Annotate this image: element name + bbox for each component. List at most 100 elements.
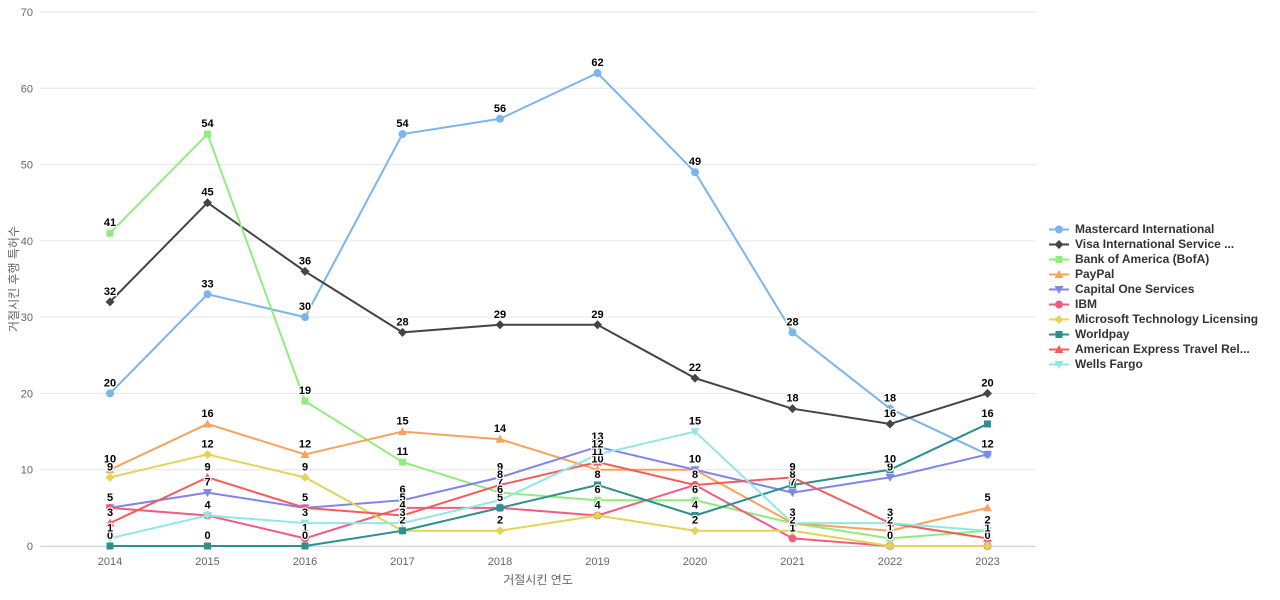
data-point-marker[interactable] (203, 449, 212, 459)
data-point-marker[interactable] (593, 320, 602, 330)
data-point-marker[interactable] (495, 473, 505, 482)
data-point-marker[interactable] (690, 526, 700, 536)
series-line[interactable] (109, 72, 989, 456)
data-point-marker[interactable] (204, 542, 211, 550)
data-point-marker[interactable] (691, 511, 699, 519)
data-point-marker[interactable] (983, 503, 992, 512)
data-point-marker[interactable] (788, 534, 797, 543)
data-point-marker[interactable] (105, 472, 115, 482)
data-point-marker[interactable] (496, 489, 504, 497)
data-point-marker[interactable] (593, 443, 602, 452)
data-point-marker[interactable] (398, 427, 407, 436)
data-point-marker[interactable] (398, 130, 407, 139)
data-point-marker[interactable] (886, 466, 894, 474)
data-point-marker[interactable] (398, 510, 407, 519)
data-point-marker[interactable] (983, 388, 992, 398)
series-visa-international-service[interactable] (105, 198, 993, 429)
data-point-marker[interactable] (885, 541, 895, 551)
series-line[interactable] (109, 461, 989, 540)
data-point-marker[interactable] (204, 130, 211, 138)
series-line[interactable] (109, 201, 989, 425)
data-point-marker[interactable] (984, 420, 991, 428)
data-point-marker[interactable] (105, 465, 115, 474)
data-point-marker[interactable] (300, 266, 310, 276)
legend-item-bank-of-america-bofa[interactable]: Bank of America (BofA) (1048, 252, 1258, 267)
data-point-marker[interactable] (885, 526, 895, 535)
legend-item-capital-one-services[interactable]: Capital One Services (1048, 282, 1258, 297)
data-point-marker[interactable] (593, 69, 602, 78)
data-point-marker[interactable] (691, 496, 699, 504)
data-point-marker[interactable] (301, 397, 309, 405)
legend-item-american-express-travel-rel[interactable]: American Express Travel Rel... (1048, 342, 1258, 357)
data-point-marker[interactable] (105, 518, 115, 527)
data-point-marker[interactable] (398, 519, 407, 528)
data-point-marker[interactable] (495, 480, 505, 489)
data-point-marker[interactable] (398, 496, 407, 505)
data-point-marker[interactable] (203, 198, 212, 208)
data-point-marker[interactable] (594, 481, 601, 489)
data-point-marker[interactable] (106, 503, 114, 512)
data-point-marker[interactable] (593, 450, 602, 459)
series-line[interactable] (109, 453, 989, 547)
data-point-marker[interactable] (885, 473, 895, 482)
data-point-marker[interactable] (885, 519, 895, 528)
data-point-marker[interactable] (495, 526, 505, 536)
data-point-marker[interactable] (691, 168, 699, 177)
data-point-marker[interactable] (788, 519, 797, 528)
data-point-marker[interactable] (203, 419, 212, 428)
legend-item-wells-fargo[interactable]: Wells Fargo (1048, 357, 1258, 372)
data-point-marker[interactable] (300, 503, 310, 512)
data-point-marker[interactable] (690, 373, 700, 383)
data-point-marker[interactable] (593, 457, 602, 466)
data-point-marker[interactable] (983, 450, 992, 459)
data-point-marker[interactable] (983, 541, 992, 551)
data-point-marker[interactable] (301, 542, 309, 550)
data-point-marker[interactable] (495, 434, 505, 443)
data-point-marker[interactable] (690, 428, 700, 437)
data-point-marker[interactable] (105, 297, 115, 307)
legend-item-microsoft-technology-licensing[interactable]: Microsoft Technology Licensing (1048, 312, 1258, 327)
data-point-marker[interactable] (495, 496, 505, 505)
data-point-marker[interactable] (301, 313, 309, 322)
data-point-marker[interactable] (496, 504, 504, 512)
series-microsoft-technology-licensing[interactable] (105, 449, 993, 551)
data-point-marker[interactable] (398, 503, 407, 512)
data-point-marker[interactable] (495, 320, 505, 330)
data-point-marker[interactable] (593, 510, 602, 520)
series-line[interactable] (109, 430, 989, 540)
data-point-marker[interactable] (399, 458, 406, 466)
data-point-marker[interactable] (594, 496, 601, 504)
data-point-marker[interactable] (203, 489, 212, 498)
data-point-marker[interactable] (593, 465, 602, 474)
data-point-marker[interactable] (203, 290, 212, 299)
data-point-marker[interactable] (886, 404, 894, 413)
data-point-marker[interactable] (203, 511, 212, 520)
series-wells-fargo[interactable] (105, 428, 993, 543)
data-point-marker[interactable] (983, 527, 992, 536)
legend-item-worldpay[interactable]: Worldpay (1048, 327, 1258, 342)
series-bank-of-america-bofa[interactable] (106, 130, 992, 542)
data-point-marker[interactable] (300, 472, 310, 482)
series-line[interactable] (109, 483, 989, 547)
data-point-marker[interactable] (788, 472, 797, 481)
series-american-express-travel-rel[interactable] (105, 457, 993, 542)
series-line[interactable] (109, 445, 989, 509)
data-point-marker[interactable] (300, 519, 310, 528)
data-point-marker[interactable] (106, 229, 114, 237)
data-point-marker[interactable] (203, 472, 212, 481)
data-point-marker[interactable] (105, 534, 115, 543)
data-point-marker[interactable] (788, 404, 797, 414)
data-point-marker[interactable] (106, 542, 114, 550)
data-point-marker[interactable] (398, 327, 407, 337)
data-point-marker[interactable] (886, 534, 894, 542)
data-point-marker[interactable] (496, 114, 504, 123)
data-point-marker[interactable] (301, 534, 309, 543)
series-line[interactable] (109, 422, 989, 547)
data-point-marker[interactable] (885, 419, 895, 429)
data-point-marker[interactable] (983, 533, 992, 542)
legend-item-mastercard-international[interactable]: Mastercard International (1048, 222, 1258, 237)
data-point-marker[interactable] (788, 328, 797, 337)
series-line[interactable] (109, 422, 989, 532)
legend-item-paypal[interactable]: PayPal (1048, 267, 1258, 282)
data-point-marker[interactable] (788, 489, 797, 498)
